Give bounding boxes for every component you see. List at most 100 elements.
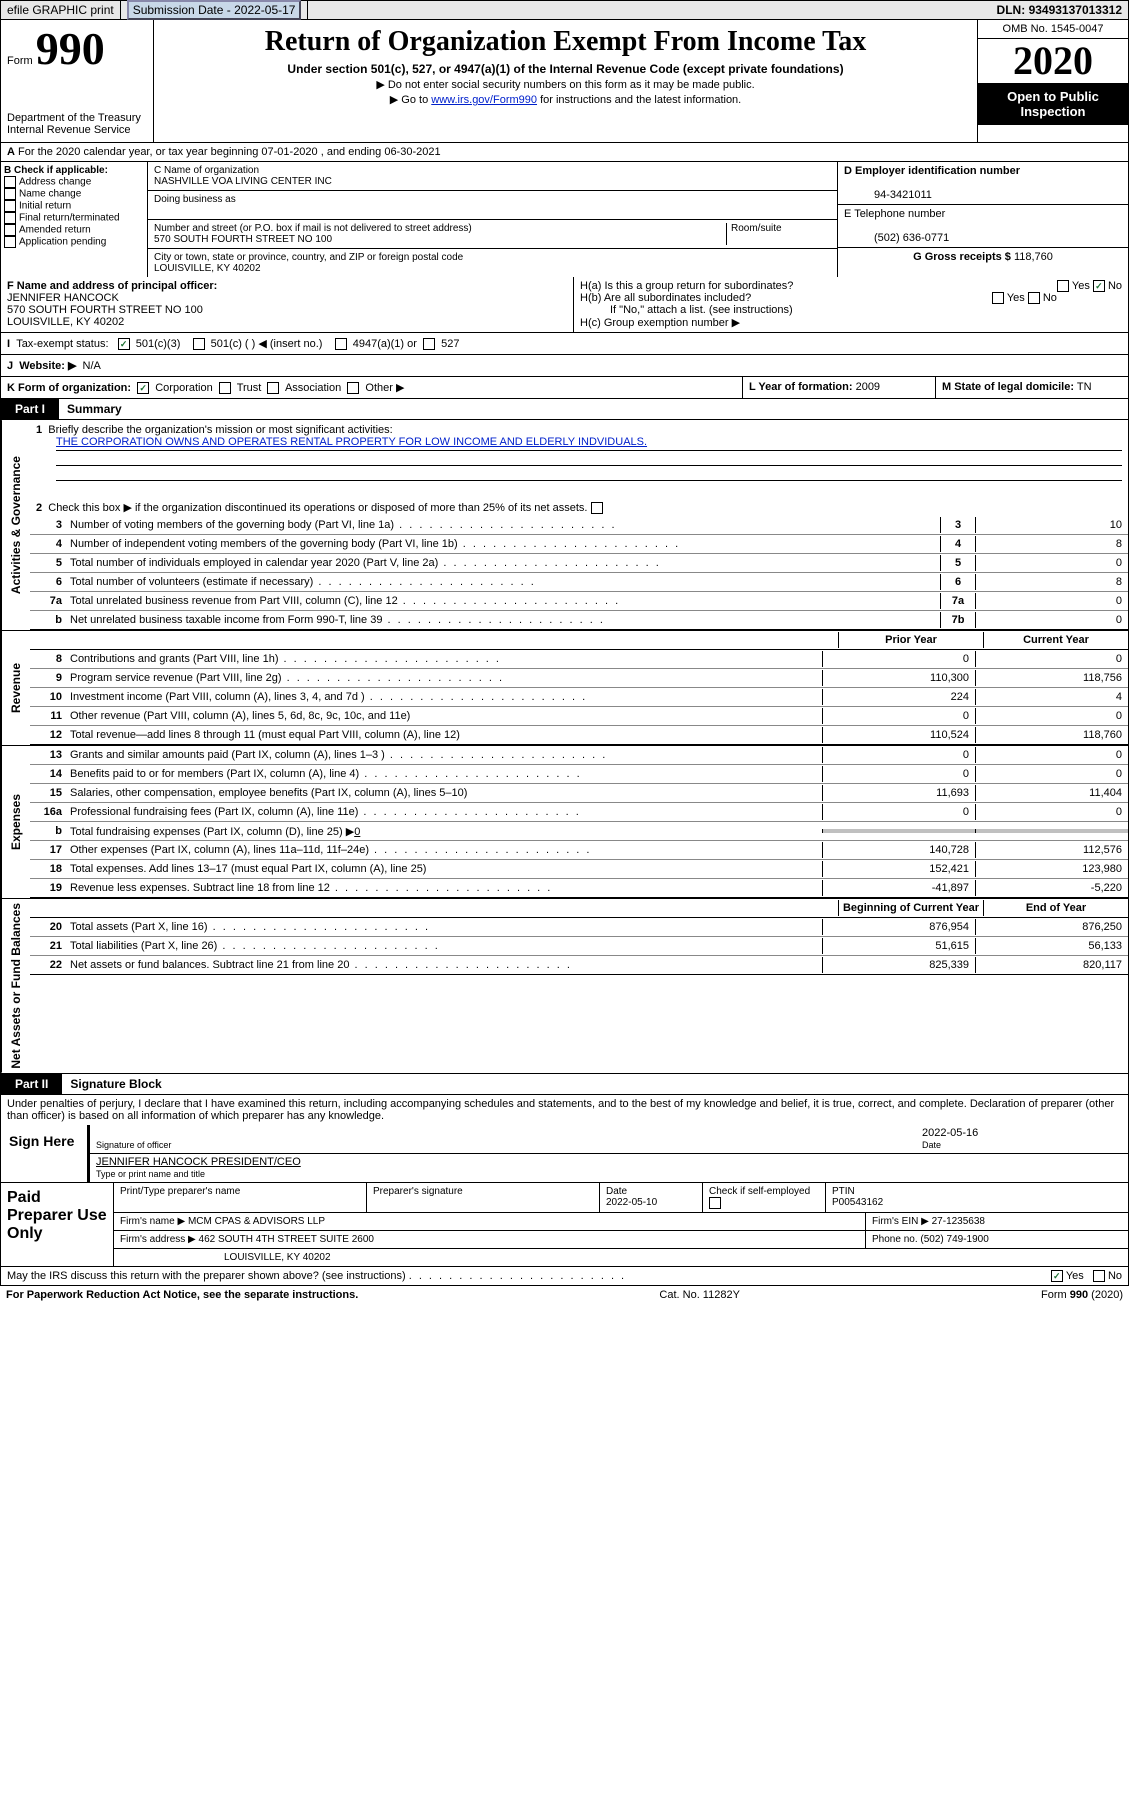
part-ii-header: Part II Signature Block [0,1074,1129,1095]
line-9: 9Program service revenue (Part VIII, lin… [30,669,1128,688]
col-d: D Employer identification number 94-3421… [838,162,1128,277]
street-block: Number and street (or P.O. box if mail i… [148,220,837,249]
assoc-checkbox[interactable] [267,382,279,394]
line-15: 15Salaries, other compensation, employee… [30,784,1128,803]
discuss-no-checkbox[interactable] [1093,1270,1105,1282]
phone-block: E Telephone number (502) 636-0771 [838,205,1128,248]
corp-checkbox[interactable] [137,382,149,394]
name-change-checkbox[interactable] [4,188,16,200]
form-id-cell: Form 990 Department of the Treasury Inte… [1,20,154,142]
section-expenses: Expenses 13Grants and similar amounts pa… [0,746,1129,899]
part-ii-title: Signature Block [62,1074,169,1094]
address-change-checkbox[interactable] [4,176,16,188]
title-cell: Return of Organization Exempt From Incom… [154,20,978,142]
room-suite: Room/suite [726,223,831,245]
line-19: 19Revenue less expenses. Subtract line 1… [30,879,1128,898]
ha-yes-checkbox[interactable] [1057,280,1069,292]
submission-date-button[interactable]: Submission Date - 2022-05-17 [127,0,302,20]
col-c-org: C Name of organization NASHVILLE VOA LIV… [148,162,838,277]
prep-line-1: Print/Type preparer's name Preparer's si… [114,1183,1128,1213]
line-5: 5Total number of individuals employed in… [30,554,1128,573]
col-b-checkboxes: B Check if applicable: Address change Na… [1,162,148,277]
line-7b: bNet unrelated business taxable income f… [30,611,1128,630]
year-big: 2020 [978,39,1128,83]
footer-mid: Cat. No. 11282Y [659,1289,740,1301]
dba-block: Doing business as [148,191,837,220]
initial-return-checkbox[interactable] [4,200,16,212]
501c-checkbox[interactable] [193,338,205,350]
city-block: City or town, state or province, country… [148,249,837,277]
final-return-checkbox[interactable] [4,212,16,224]
hb-yes-checkbox[interactable] [992,292,1004,304]
row-a-tax-year: A For the 2020 calendar year, or tax yea… [0,143,1129,162]
mission-text[interactable]: THE CORPORATION OWNS AND OPERATES RENTAL… [56,436,647,448]
signature-block: Under penalties of perjury, I declare th… [0,1095,1129,1286]
line-16b: bTotal fundraising expenses (Part IX, co… [30,822,1128,841]
form-990-page: efile GRAPHIC print Submission Date - 20… [0,0,1129,1304]
line-13: 13Grants and similar amounts paid (Part … [30,746,1128,765]
row-klm: K Form of organization: Corporation Trus… [0,377,1129,399]
prep-line-2: Firm's name ▶ MCM CPAS & ADVISORS LLP Fi… [114,1213,1128,1231]
line-12: 12Total revenue—add lines 8 through 11 (… [30,726,1128,745]
paid-preparer-label: Paid Preparer Use Only [1,1183,113,1266]
subtitle: Under section 501(c), 527, or 4947(a)(1)… [160,62,971,76]
row-f-h: F Name and address of principal officer:… [0,277,1129,333]
application-checkbox[interactable] [4,236,16,248]
line-4: 4Number of independent voting members of… [30,535,1128,554]
group-return: H(a) Is this a group return for subordin… [574,277,1128,332]
trust-checkbox[interactable] [219,382,231,394]
4947-checkbox[interactable] [335,338,347,350]
top-bar: efile GRAPHIC print Submission Date - 20… [0,0,1129,20]
vert-governance: Activities & Governance [1,420,30,630]
line-8: 8Contributions and grants (Part VIII, li… [30,650,1128,669]
main-title: Return of Organization Exempt From Incom… [160,26,971,58]
expenses-body: 13Grants and similar amounts paid (Part … [30,746,1128,898]
block-bcd: B Check if applicable: Address change Na… [0,162,1129,277]
k-form-org: K Form of organization: Corporation Trus… [1,377,743,398]
discuss-row: May the IRS discuss this return with the… [1,1266,1128,1285]
efile-label: efile GRAPHIC print [1,1,121,19]
501c3-checkbox[interactable] [118,338,130,350]
ein-block: D Employer identification number 94-3421… [838,162,1128,205]
line-11: 11Other revenue (Part VIII, column (A), … [30,707,1128,726]
footer-left: For Paperwork Reduction Act Notice, see … [6,1289,358,1301]
vert-net: Net Assets or Fund Balances [1,899,30,1073]
sign-here-row: Sign Here Signature of officer 2022-05-1… [1,1125,1128,1182]
revenue-body: Prior Year Current Year 8Contributions a… [30,631,1128,745]
line-16a: 16aProfessional fundraising fees (Part I… [30,803,1128,822]
amended-checkbox[interactable] [4,224,16,236]
part-i-label: Part I [1,399,59,419]
line-2: 2 Check this box ▶ if the organization d… [30,499,1128,516]
527-checkbox[interactable] [423,338,435,350]
instr-ssn: ▶ Do not enter social security numbers o… [160,78,971,91]
officer-sig-line: Signature of officer 2022-05-16Date [90,1125,1128,1154]
discuss-yes-checkbox[interactable] [1051,1270,1063,1282]
hb-no-checkbox[interactable] [1028,292,1040,304]
row-i-tax-status: I Tax-exempt status: 501(c)(3) 501(c) ( … [0,333,1129,355]
org-name-block: C Name of organization NASHVILLE VOA LIV… [148,162,837,191]
row-j-website: J Website: ▶ N/A [0,355,1129,377]
line-18: 18Total expenses. Add lines 13–17 (must … [30,860,1128,879]
prep-line-3: Firm's address ▶ 462 SOUTH 4TH STREET SU… [114,1231,1128,1249]
m-state: M State of legal domicile: TN [936,377,1128,398]
spacer [308,8,990,12]
footer-right: Form 990 (2020) [1041,1289,1123,1301]
preparer-right: Print/Type preparer's name Preparer's si… [113,1183,1128,1266]
other-checkbox[interactable] [347,382,359,394]
sign-here-label: Sign Here [1,1125,89,1182]
line2-checkbox[interactable] [591,502,603,514]
line-6: 6Total number of volunteers (estimate if… [30,573,1128,592]
self-employed-checkbox[interactable] [709,1197,721,1209]
line-10: 10Investment income (Part VIII, column (… [30,688,1128,707]
dln-cell: DLN: 93493137013312 [991,1,1128,19]
line-3: 3Number of voting members of the governi… [30,516,1128,535]
open-public-badge: Open to Public Inspection [978,83,1128,125]
net-header: Beginning of Current Year End of Year [30,899,1128,918]
ha-no-checkbox[interactable] [1093,280,1105,292]
vert-expenses: Expenses [1,746,30,898]
line-21: 21Total liabilities (Part X, line 26)51,… [30,937,1128,956]
omb-number: OMB No. 1545-0047 [978,20,1128,39]
irs-link[interactable]: www.irs.gov/Form990 [431,94,537,106]
gross-block: G Gross receipts $ 118,760 [838,248,1128,266]
section-governance: Activities & Governance 1 Briefly descri… [0,420,1129,631]
